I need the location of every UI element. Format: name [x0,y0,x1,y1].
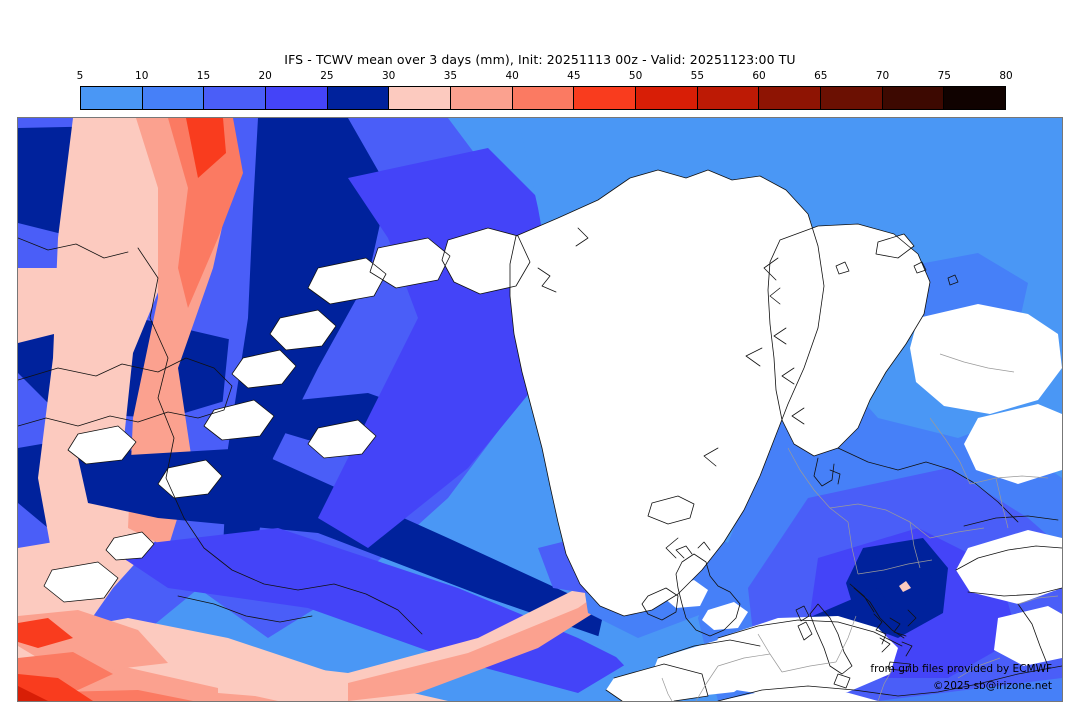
colorbar-tick-65: 65 [814,70,828,82]
colorbar-swatch-30 [389,87,452,109]
colorbar-swatch-15 [204,87,267,109]
colorbar-swatch-25 [327,87,390,109]
colorbar-tick-45: 45 [567,70,581,82]
colorbar-tick-60: 60 [752,70,766,82]
colorbar-swatch-55 [697,87,760,109]
map-canvas[interactable]: from grib files provided by ECMWF ©2025 … [17,117,1063,702]
colorbar-tick-70: 70 [875,70,890,82]
colorbar-tick-50: 50 [628,70,643,82]
colorbar-swatch-40 [512,87,575,109]
colorbar-tick-25: 25 [320,70,334,82]
colorbar-swatch-35 [451,87,513,109]
colorbar-swatch-10 [142,87,205,109]
colorbar-swatch-45 [574,87,637,109]
colorbar-swatch-75 [944,87,1006,109]
colorbar-tick-labels: 5 10 15 20 25 30 35 40 45 50 55 60 65 70 75 80 [76,68,1013,84]
colorbar-tick-55: 55 [690,70,705,82]
colorbar-tick-80: 80 [999,70,1013,82]
colorbar-tick-75: 75 [937,70,951,82]
colorbar-swatch-60 [759,87,822,109]
colorbar-tick-5: 5 [76,70,84,82]
tcwv-contour-field [18,118,1062,701]
colorbar-swatch-70 [882,87,945,109]
data-source-note: from grib files provided by ECMWF [870,663,1052,675]
colorbar-swatch-65 [821,87,883,109]
copyright-note: ©2025 sb@irizone.net [933,680,1052,692]
colorbar-swatches [80,86,1006,110]
colorbar-tick-30: 30 [381,70,396,82]
page-title: IFS - TCWV mean over 3 days (mm), Init: … [284,52,796,67]
colorbar-swatch-20 [266,87,328,109]
colorbar-tick-20: 20 [258,70,272,82]
colorbar-tick-35: 35 [443,70,458,82]
colorbar-tick-10: 10 [135,70,149,82]
colorbar-swatch-5 [81,87,143,109]
colorbar-tick-40: 40 [505,70,519,82]
colorbar: 5 10 15 20 25 30 35 40 45 50 55 60 65 70 75 80 [77,70,1013,110]
colorbar-tick-15: 15 [196,70,211,82]
colorbar-swatch-50 [636,87,698,109]
